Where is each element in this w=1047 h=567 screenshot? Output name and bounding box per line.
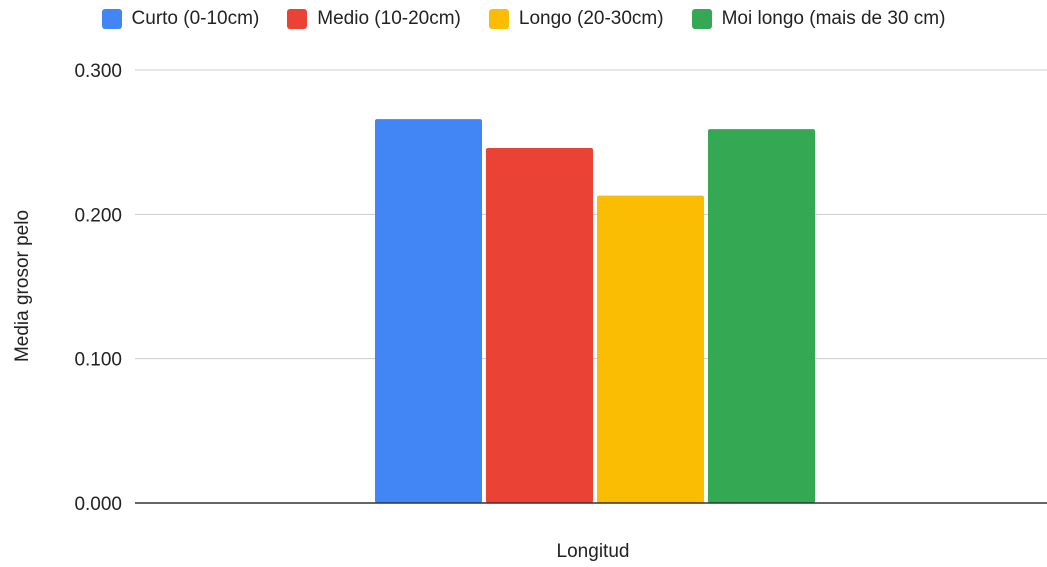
bar-2[interactable] <box>486 147 593 503</box>
legend-label: Medio (10-20cm) <box>317 8 461 29</box>
y-tick-label: 0.200 <box>74 205 122 226</box>
bar-1[interactable] <box>375 119 482 503</box>
legend-item-moi-longo[interactable]: Moi longo (mais de 30 cm) <box>691 8 946 30</box>
legend-swatch <box>488 9 509 29</box>
legend-item-curto[interactable]: Curto (0-10cm) <box>101 8 260 30</box>
legend-label: Moi longo (mais de 30 cm) <box>721 8 946 29</box>
x-axis-title: Longitud <box>557 541 630 562</box>
legend-item-longo[interactable]: Longo (20-30cm) <box>488 8 664 30</box>
y-axis-title: Media grosor pelo <box>12 210 33 362</box>
bar-4[interactable] <box>708 129 815 503</box>
y-tick-label: 0.300 <box>74 61 122 82</box>
bars <box>375 119 815 503</box>
y-tick-label: 0.000 <box>74 494 122 515</box>
legend-swatch <box>287 9 308 29</box>
legend-swatch <box>691 9 712 29</box>
legend-item-medio[interactable]: Medio (10-20cm) <box>287 8 461 30</box>
legend-label: Curto (0-10cm) <box>131 8 260 29</box>
y-tick-label: 0.100 <box>74 350 122 371</box>
y-ticks: 0.000 0.100 0.200 0.300 <box>74 61 122 515</box>
legend-swatch <box>101 9 122 29</box>
legend-label: Longo (20-30cm) <box>518 8 664 29</box>
bar-3[interactable] <box>597 195 704 503</box>
legend: Curto (0-10cm) Medio (10-20cm) Longo (20… <box>0 8 1047 30</box>
